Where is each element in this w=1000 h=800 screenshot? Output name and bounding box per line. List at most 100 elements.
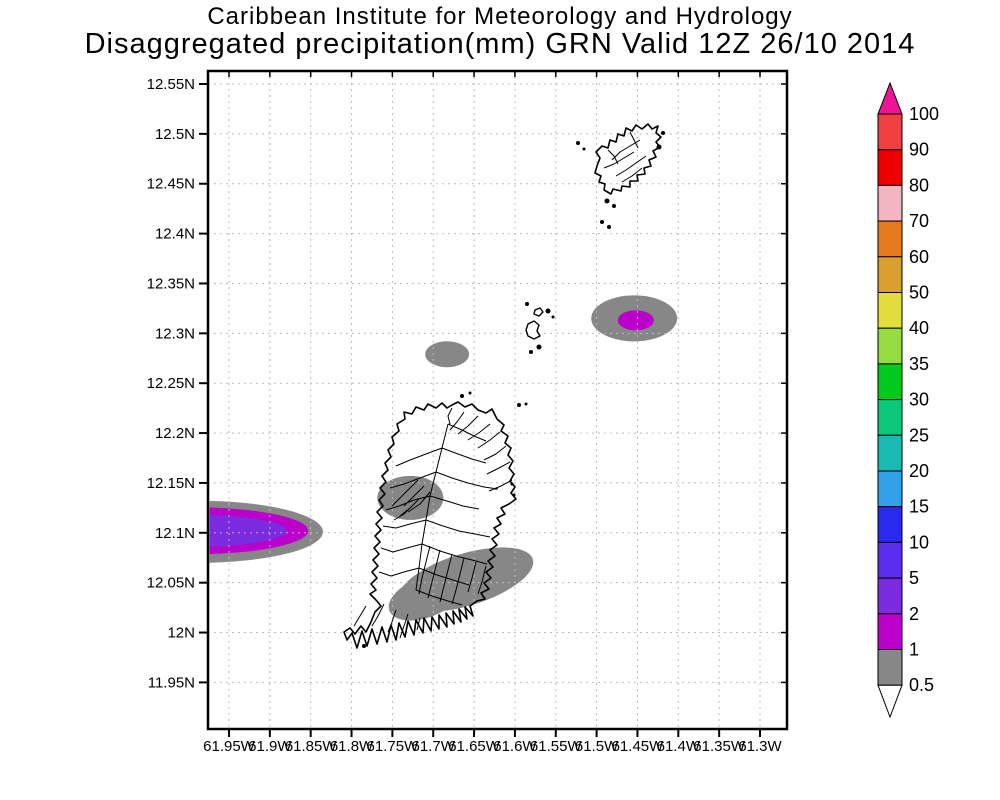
islet — [529, 350, 533, 354]
colorbar-label: 20 — [909, 461, 929, 481]
grenada-island-outline — [343, 401, 517, 649]
x-axis-label: 61.4W — [657, 738, 701, 755]
small-islets — [362, 131, 665, 648]
colorbar-label: 30 — [909, 390, 929, 410]
islet — [582, 147, 586, 151]
colorbar-label: 0.5 — [909, 675, 934, 695]
precip-contour-offshore-west-of-ronde-0.5-1mm — [425, 341, 470, 368]
y-axis-label: 12.2N — [155, 425, 195, 442]
x-axis-label: 61.45W — [612, 738, 665, 755]
y-axis-label: 12.55N — [147, 76, 195, 93]
colorbar-segment — [877, 506, 903, 543]
y-axis-label: 12.15N — [147, 475, 195, 492]
islet — [604, 198, 610, 204]
islet — [460, 394, 464, 398]
y-axis-label: 12.4N — [155, 226, 195, 243]
colorbar-label: 35 — [909, 354, 929, 374]
colorbar: 100 90 80 70 60 50 40 35 30 25 20 15 10 5 2 1 0.5 — [877, 81, 939, 719]
colorbar-label: 5 — [909, 568, 919, 588]
y-axis-label: 12N — [167, 625, 195, 642]
x-axis-label: 61.35W — [693, 738, 746, 755]
colorbar-segment — [877, 649, 903, 686]
colorbar-label: 70 — [909, 211, 929, 231]
y-axis-label: 12.45N — [147, 176, 195, 193]
map-outlines — [343, 123, 665, 649]
colorbar-segment — [877, 220, 903, 258]
x-axis-label: 61.55W — [530, 738, 583, 755]
carriacou-island-outline — [594, 123, 662, 195]
y-axis-label: 12.5N — [155, 126, 195, 143]
axes: 61.95W61.9W61.85W61.8W61.75W61.7W61.65W6… — [147, 71, 787, 755]
colorbar-segment — [877, 541, 903, 579]
y-axis-label: 12.05N — [147, 575, 195, 592]
x-axis-label: 61.7W — [412, 738, 456, 755]
colorbar-label: 90 — [909, 140, 929, 160]
colorbar-segment — [877, 113, 903, 151]
y-axis-label: 12.1N — [155, 525, 195, 542]
figure-title: Caribbean Institute for Meteorology and … — [207, 3, 793, 30]
islet — [536, 344, 542, 350]
colorbar-label: 10 — [909, 532, 929, 552]
x-axis-label: 61.85W — [285, 738, 338, 755]
colorbar-segment — [877, 434, 903, 472]
precip-contour-grenada-southeast-0.5-1mm — [388, 574, 462, 621]
x-axis-label: 61.95W — [203, 738, 256, 755]
x-axis-label: 61.9W — [248, 738, 292, 755]
colorbar-segment — [877, 292, 903, 329]
islet — [512, 493, 516, 497]
caille-island-outline — [533, 307, 544, 317]
colorbar-segment — [877, 613, 903, 650]
colorbar-segment — [877, 184, 903, 222]
x-axis-label: 61.6W — [493, 738, 537, 755]
islet — [362, 644, 366, 648]
islet — [510, 482, 514, 486]
colorbar-segment — [877, 149, 903, 186]
grid-lines — [209, 72, 786, 728]
grenada-watershed-lines — [353, 407, 513, 639]
islet — [576, 141, 580, 145]
y-axis-label: 11.95N — [148, 674, 195, 691]
y-axis-label: 12.35N — [147, 275, 195, 292]
islet — [551, 315, 555, 319]
colorbar-label: 40 — [909, 318, 929, 338]
colorbar-label: 1 — [909, 640, 919, 660]
plot-border — [206, 69, 789, 731]
figure-subtitle: Disaggregated precipitation(mm) GRN Vali… — [84, 28, 916, 60]
carriacou-watershed-lines — [603, 131, 647, 183]
islet — [607, 225, 611, 229]
x-axis-label: 61.65W — [448, 738, 501, 755]
islet — [545, 308, 551, 314]
colorbar-label: 25 — [909, 425, 929, 445]
islet — [612, 204, 616, 208]
colorbar-segment — [877, 399, 903, 436]
islet — [468, 391, 472, 395]
y-axis-label: 12.3N — [155, 325, 195, 342]
colorbar-bottom-arrow — [877, 684, 903, 719]
colorbar-label: 60 — [909, 247, 929, 267]
colorbar-label: 50 — [909, 283, 929, 303]
colorbar-segment — [877, 256, 903, 293]
colorbar-segment — [877, 470, 903, 508]
islet — [600, 220, 604, 224]
y-axis-label: 12.25N — [147, 375, 195, 392]
islet — [525, 302, 529, 306]
islet — [656, 144, 662, 150]
islet — [661, 131, 665, 135]
x-axis-label: 61.8W — [330, 738, 374, 755]
colorbar-label: 100 — [909, 104, 939, 124]
x-axis-label: 61.5W — [575, 738, 619, 755]
colorbar-top-arrow — [877, 81, 903, 115]
colorbar-label: 2 — [909, 604, 919, 624]
x-axis-label: 61.3W — [738, 738, 782, 755]
precip-contour-offshore-east-1-2mm — [617, 310, 654, 331]
ronde-island-outline — [525, 320, 541, 340]
colorbar-segment — [877, 577, 903, 615]
colorbar-segment — [877, 327, 903, 365]
islet — [517, 403, 521, 407]
x-axis-label: 61.75W — [367, 738, 420, 755]
colorbar-label: 80 — [909, 175, 929, 195]
colorbar-segment — [877, 363, 903, 401]
islet — [524, 402, 528, 406]
